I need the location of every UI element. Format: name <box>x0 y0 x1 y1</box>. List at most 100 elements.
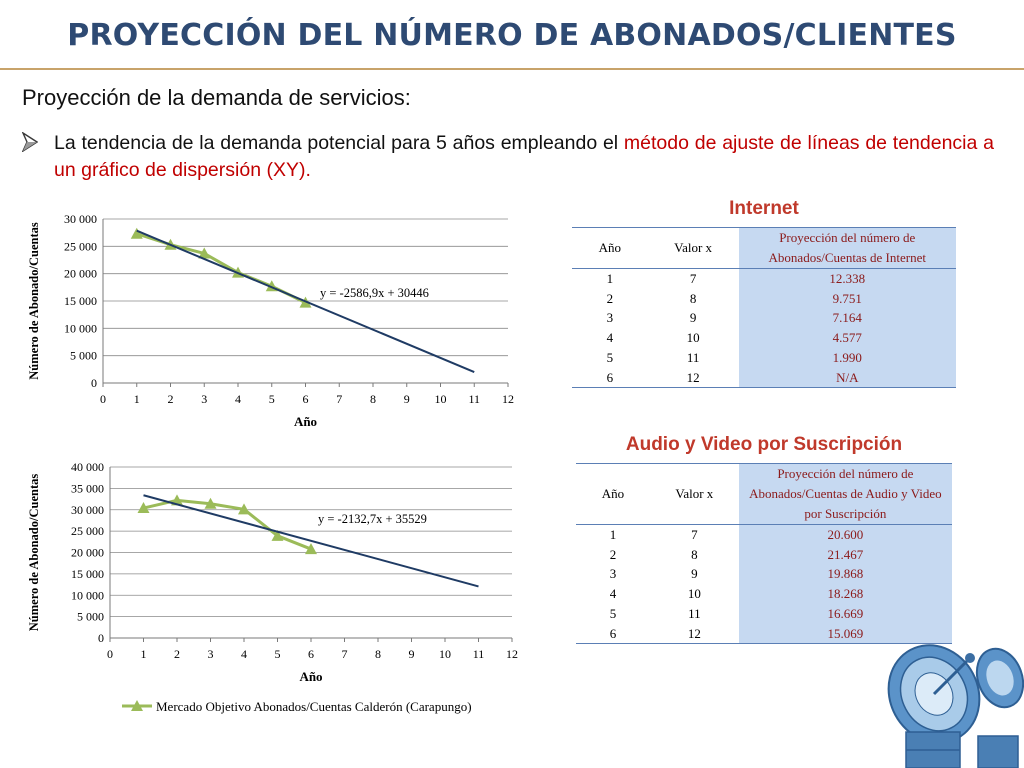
trendline-equation: y = -2132,7x + 35529 <box>318 512 427 526</box>
x-tick-label: 8 <box>370 392 376 406</box>
table-cell: 3 <box>609 566 617 582</box>
table-cell: 12 <box>647 367 739 389</box>
y-tick-label: 15 000 <box>64 294 97 308</box>
table-row: 4 10 4.577 <box>572 328 956 348</box>
x-tick-label: 0 <box>100 392 106 406</box>
table-cell: 19.868 <box>738 564 952 585</box>
legend-label: Mercado Objetivo Abonados/Cuentas Calder… <box>156 699 472 714</box>
table-cell: 2 <box>606 290 614 306</box>
arrow-bullet-icon <box>22 132 38 152</box>
table-cell: 16.669 <box>738 603 952 624</box>
table-cell: 5 <box>609 605 617 621</box>
table-cell: 1.990 <box>738 347 956 368</box>
y-tick-label: 0 <box>98 631 104 645</box>
table-cell: 4 <box>606 330 614 346</box>
satellite-dish-decoration <box>887 644 1024 768</box>
table-row: 1 7 12.338 <box>572 268 956 289</box>
y-axis-label: Número de Abonado/Cuentas <box>27 222 41 380</box>
y-tick-label: 5 000 <box>77 610 104 624</box>
x-tick-label: 12 <box>502 392 514 406</box>
y-tick-label: 40 000 <box>71 460 104 474</box>
table-cell: 4.577 <box>738 328 956 348</box>
table-cell: 18.268 <box>738 584 952 604</box>
y-tick-label: 5 000 <box>70 349 97 363</box>
table-row: 6 12 15.069 <box>576 623 952 645</box>
x-tick-label: 9 <box>409 647 415 661</box>
bullet-text: La tendencia de la demanda potencial par… <box>54 130 994 184</box>
table-cell: N/A <box>738 367 956 389</box>
table-cell: 1 <box>606 271 614 286</box>
table-cell: 12.338 <box>738 268 956 289</box>
table-header-cell: Valor x <box>647 227 739 269</box>
data-point-marker <box>198 247 211 259</box>
table-cell: 7 <box>689 271 697 286</box>
data-point-marker <box>137 502 150 514</box>
x-tick-label: 7 <box>336 392 342 406</box>
x-axis-label: Año <box>299 669 322 684</box>
table-row: 3 9 7.164 <box>572 308 956 329</box>
trendline <box>136 229 475 373</box>
x-tick-label: 6 <box>303 392 309 406</box>
table-header-cell: Valor x <box>649 463 739 525</box>
table-cell: 3 <box>606 310 614 326</box>
bullet-text-highlight: método de ajuste de líneas de tendencia … <box>54 132 994 181</box>
x-tick-label: 1 <box>134 392 140 406</box>
y-tick-label: 20 000 <box>64 267 97 281</box>
x-tick-label: 4 <box>241 647 247 661</box>
bullet-point: La tendencia de la demanda potencial par… <box>22 130 994 184</box>
x-tick-label: 5 <box>269 392 275 406</box>
table-row: 3 9 19.868 <box>576 564 952 585</box>
title-divider <box>0 68 1024 70</box>
x-tick-label: 3 <box>208 647 214 661</box>
table-header-row: Año Valor x Proyección del número de Abona… <box>576 463 952 525</box>
trendline <box>143 494 479 588</box>
table-cell: 6 <box>572 367 648 389</box>
bullet-text-plain: La tendencia de la demanda potencial par… <box>54 132 624 154</box>
x-tick-label: 2 <box>174 647 180 661</box>
trendline-equation: y = -2586,9x + 30446 <box>320 286 429 300</box>
audio-video-table-title: Audio y Video por Suscripción <box>625 434 903 455</box>
x-tick-label: 7 <box>342 647 348 661</box>
table-cell: 6 <box>576 623 650 645</box>
y-tick-label: 25 000 <box>64 239 97 253</box>
x-tick-label: 5 <box>275 647 281 661</box>
table-row: 5 11 1.990 <box>572 347 956 368</box>
table-row: 5 11 16.669 <box>576 603 952 624</box>
table-cell: 9.751 <box>738 288 956 309</box>
internet-table-title: Internet <box>729 198 799 219</box>
table-row: 2 8 9.751 <box>572 288 956 309</box>
x-tick-label: 11 <box>468 392 480 406</box>
x-tick-label: 6 <box>308 647 314 661</box>
x-tick-label: 12 <box>506 647 518 661</box>
y-tick-label: 25 000 <box>71 524 104 538</box>
data-point-marker <box>271 529 284 541</box>
y-tick-label: 10 000 <box>64 321 97 335</box>
x-tick-label: 1 <box>141 647 147 661</box>
y-tick-label: 20 000 <box>71 546 104 560</box>
x-axis-label: Año <box>294 414 317 429</box>
y-tick-label: 0 <box>91 376 97 390</box>
internet-projection-table: Año Valor x Proyección del número de Abona… <box>572 227 956 389</box>
x-tick-label: 4 <box>235 392 241 406</box>
table-cell: 4 <box>609 586 617 602</box>
y-tick-label: 30 000 <box>64 212 97 226</box>
x-tick-label: 11 <box>473 647 485 661</box>
table-cell: 1 <box>609 527 617 542</box>
x-tick-label: 9 <box>404 392 410 406</box>
table-header-cell: Proyección del número de Abonados/Cuenta… <box>738 463 952 525</box>
series-line <box>136 232 307 304</box>
table-row: 4 10 18.268 <box>576 584 952 604</box>
y-tick-label: 10 000 <box>71 588 104 602</box>
table-cell: 8 <box>691 546 698 562</box>
table-cell: 7 <box>691 527 698 542</box>
table-cell: 12 <box>649 623 739 645</box>
table-header-cell: Año <box>572 227 648 269</box>
x-tick-label: 2 <box>168 392 174 406</box>
section-subtitle: Proyección de la demanda de servicios: <box>22 85 411 110</box>
data-point-marker <box>130 227 143 239</box>
table-cell: 9 <box>689 310 697 326</box>
table-row: 1 7 20.600 <box>576 524 952 545</box>
x-tick-label: 3 <box>201 392 207 406</box>
